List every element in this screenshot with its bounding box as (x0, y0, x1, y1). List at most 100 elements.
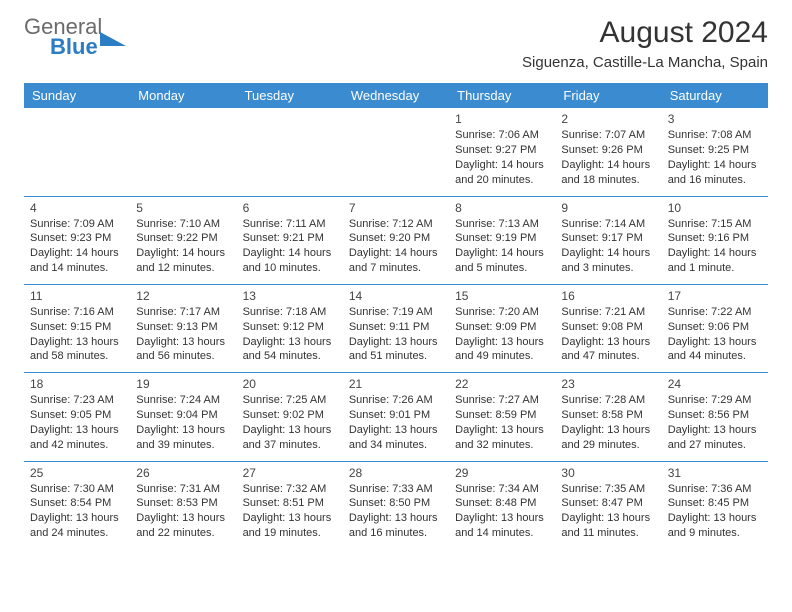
calendar-table: Sunday Monday Tuesday Wednesday Thursday… (24, 83, 768, 549)
logo-text: General Blue (24, 16, 102, 58)
day-number: 31 (668, 466, 762, 480)
calendar-day-cell: 14Sunrise: 7:19 AMSunset: 9:11 PMDayligh… (343, 284, 449, 372)
day-number: 20 (243, 377, 337, 391)
sunset-text: Sunset: 8:50 PM (349, 496, 443, 511)
day-number: 14 (349, 289, 443, 303)
calendar-day-cell: 12Sunrise: 7:17 AMSunset: 9:13 PMDayligh… (130, 284, 236, 372)
daylight-text: Daylight: 14 hours and 18 minutes. (561, 158, 655, 188)
sunrise-text: Sunrise: 7:14 AM (561, 217, 655, 232)
calendar-day-cell: 15Sunrise: 7:20 AMSunset: 9:09 PMDayligh… (449, 284, 555, 372)
calendar-day-cell: 17Sunrise: 7:22 AMSunset: 9:06 PMDayligh… (662, 284, 768, 372)
sunrise-text: Sunrise: 7:11 AM (243, 217, 337, 232)
title-block: August 2024 Siguenza, Castille-La Mancha… (522, 16, 768, 71)
daylight-text: Daylight: 13 hours and 9 minutes. (668, 511, 762, 541)
sunset-text: Sunset: 8:53 PM (136, 496, 230, 511)
sunset-text: Sunset: 9:27 PM (455, 143, 549, 158)
calendar-day-cell: 13Sunrise: 7:18 AMSunset: 9:12 PMDayligh… (237, 284, 343, 372)
sunrise-text: Sunrise: 7:30 AM (30, 482, 124, 497)
day-number: 21 (349, 377, 443, 391)
daylight-text: Daylight: 14 hours and 12 minutes. (136, 246, 230, 276)
sunset-text: Sunset: 9:12 PM (243, 320, 337, 335)
daylight-text: Daylight: 13 hours and 49 minutes. (455, 335, 549, 365)
sunset-text: Sunset: 9:26 PM (561, 143, 655, 158)
sunset-text: Sunset: 9:02 PM (243, 408, 337, 423)
calendar-day-cell: 20Sunrise: 7:25 AMSunset: 9:02 PMDayligh… (237, 373, 343, 461)
sunset-text: Sunset: 9:08 PM (561, 320, 655, 335)
sunset-text: Sunset: 9:17 PM (561, 231, 655, 246)
day-number: 11 (30, 289, 124, 303)
daylight-text: Daylight: 14 hours and 1 minute. (668, 246, 762, 276)
day-number: 19 (136, 377, 230, 391)
sunrise-text: Sunrise: 7:13 AM (455, 217, 549, 232)
calendar-body: 1 Sunrise: 7:06 AMSunset: 9:27 PM Daylight… (24, 108, 768, 549)
sunset-text: Sunset: 8:45 PM (668, 496, 762, 511)
sunrise-text: Sunrise: 7:28 AM (561, 393, 655, 408)
calendar-week-row: 18Sunrise: 7:23 AMSunset: 9:05 PMDayligh… (24, 373, 768, 461)
daylight-text: Daylight: 13 hours and 58 minutes. (30, 335, 124, 365)
header: General Blue August 2024 Siguenza, Casti… (24, 16, 768, 71)
calendar-day-cell: 16Sunrise: 7:21 AMSunset: 9:08 PMDayligh… (555, 284, 661, 372)
day-number: 22 (455, 377, 549, 391)
day-number: 30 (561, 466, 655, 480)
daylight-text: Daylight: 14 hours and 5 minutes. (455, 246, 549, 276)
day-number: 1 (455, 112, 549, 126)
daylight-text: Daylight: 14 hours and 10 minutes. (243, 246, 337, 276)
calendar-day-cell (24, 108, 130, 196)
sunset-text: Sunset: 8:56 PM (668, 408, 762, 423)
sunrise-text: Sunrise: 7:18 AM (243, 305, 337, 320)
day-number: 4 (30, 201, 124, 215)
daylight-text: Daylight: 13 hours and 22 minutes. (136, 511, 230, 541)
sunset-text: Sunset: 9:09 PM (455, 320, 549, 335)
sunset-text: Sunset: 8:51 PM (243, 496, 337, 511)
day-number: 23 (561, 377, 655, 391)
sunrise-text: Sunrise: 7:19 AM (349, 305, 443, 320)
day-number: 18 (30, 377, 124, 391)
daylight-text: Daylight: 14 hours and 3 minutes. (561, 246, 655, 276)
calendar-day-cell: 29Sunrise: 7:34 AMSunset: 8:48 PMDayligh… (449, 461, 555, 549)
calendar-week-row: 4Sunrise: 7:09 AMSunset: 9:23 PMDaylight… (24, 196, 768, 284)
daylight-text: Daylight: 13 hours and 16 minutes. (349, 511, 443, 541)
sunset-text: Sunset: 8:59 PM (455, 408, 549, 423)
calendar-day-cell: 24Sunrise: 7:29 AMSunset: 8:56 PMDayligh… (662, 373, 768, 461)
calendar-day-cell: 31 Sunrise: 7:36 AMSunset: 8:45 PMDayligh… (662, 461, 768, 549)
sunset-text: Sunset: 9:16 PM (668, 231, 762, 246)
calendar-day-cell (237, 108, 343, 196)
location-subtitle: Siguenza, Castille-La Mancha, Spain (522, 54, 768, 71)
dayhead-friday: Friday (555, 83, 661, 108)
daylight-text: Daylight: 14 hours and 16 minutes. (668, 158, 762, 188)
day-number: 29 (455, 466, 549, 480)
sunrise-text: Sunrise: 7:15 AM (668, 217, 762, 232)
sunset-text: Sunset: 9:06 PM (668, 320, 762, 335)
calendar-day-cell: 11Sunrise: 7:16 AMSunset: 9:15 PMDayligh… (24, 284, 130, 372)
day-number: 27 (243, 466, 337, 480)
sunrise-text: Sunrise: 7:22 AM (668, 305, 762, 320)
sunset-text: Sunset: 8:48 PM (455, 496, 549, 511)
day-number: 16 (561, 289, 655, 303)
sunrise-text: Sunrise: 7:06 AM (455, 128, 549, 143)
sunset-text: Sunset: 9:22 PM (136, 231, 230, 246)
day-number: 8 (455, 201, 549, 215)
calendar-day-cell: 22 Sunrise: 7:27 AMSunset: 8:59 PMDayligh… (449, 373, 555, 461)
daylight-text: Daylight: 13 hours and 54 minutes. (243, 335, 337, 365)
calendar-day-cell: 19Sunrise: 7:24 AMSunset: 9:04 PMDayligh… (130, 373, 236, 461)
calendar-day-cell: 18Sunrise: 7:23 AMSunset: 9:05 PMDayligh… (24, 373, 130, 461)
dayhead-saturday: Saturday (662, 83, 768, 108)
daylight-text: Daylight: 13 hours and 24 minutes. (30, 511, 124, 541)
sunrise-text: Sunrise: 7:36 AM (668, 482, 762, 497)
calendar-day-cell: 1Sunrise: 7:06 AMSunset: 9:27 PMDaylight… (449, 108, 555, 196)
sunrise-text: Sunrise: 7:16 AM (30, 305, 124, 320)
calendar-day-cell: 5Sunrise: 7:10 AMSunset: 9:22 PMDaylight… (130, 196, 236, 284)
calendar-head: Sunday Monday Tuesday Wednesday Thursday… (24, 83, 768, 108)
day-number: 15 (455, 289, 549, 303)
day-number: 24 (668, 377, 762, 391)
daylight-text: Daylight: 13 hours and 34 minutes. (349, 423, 443, 453)
sunrise-text: Sunrise: 7:26 AM (349, 393, 443, 408)
sunrise-text: Sunrise: 7:27 AM (455, 393, 549, 408)
sunset-text: Sunset: 9:25 PM (668, 143, 762, 158)
day-number: 28 (349, 466, 443, 480)
daylight-text: Daylight: 13 hours and 32 minutes. (455, 423, 549, 453)
day-number: 17 (668, 289, 762, 303)
sunrise-text: Sunrise: 7:23 AM (30, 393, 124, 408)
daylight-text: Daylight: 13 hours and 51 minutes. (349, 335, 443, 365)
day-number: 7 (349, 201, 443, 215)
